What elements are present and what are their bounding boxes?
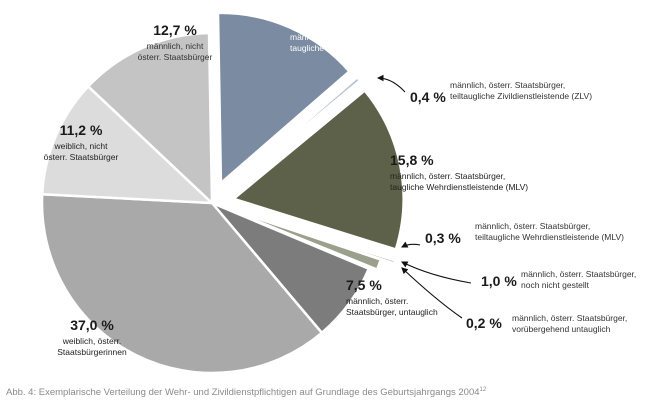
slice-2-desc-line-1: männlich, österr. Staatsbürger,: [450, 80, 565, 90]
slice-9-percent: 11,2 %: [60, 122, 103, 138]
slice-7-percent: 7,5 %: [346, 277, 382, 293]
pie-slice-10: [86, 31, 214, 205]
slice-4-desc-line-2: teiltaugliche Wehrdienstleistende (MLV): [475, 232, 624, 242]
slice-1-percent: 13,9 %: [290, 13, 334, 29]
slice-6-percent: 0,2 %: [466, 315, 502, 331]
slice-10-percent: 12,7 %: [153, 22, 197, 38]
caption-text: Abb. 4: Exemplarische Verteilung der Weh…: [6, 387, 480, 399]
pie-slice-9: [40, 85, 214, 205]
slice-8-desc-line-2: Staatsbürgerinnen: [57, 347, 127, 357]
slice-7-desc-line-2: Staatsbürger, untauglich: [346, 307, 438, 317]
slice-2-desc-line-2: teiltaugliche Zivildienstleistende (ZLV): [450, 91, 592, 101]
slice-7-desc-line-1: männlich, österr.: [346, 296, 408, 306]
pie-slice-1: [216, 11, 351, 185]
caption-footnote: 12: [479, 387, 487, 393]
slice-9-desc-line-1: weiblich, nicht: [54, 141, 109, 151]
pie-slice-2: [227, 76, 362, 191]
pie-slices: [40, 11, 405, 375]
pie-slice-8: [40, 192, 324, 375]
leader-arrow-1: [376, 74, 406, 93]
slice-3-desc-line-2: taugliche Wehrdienstleistende (MLV): [390, 182, 528, 192]
leader-arrows: [376, 74, 472, 319]
pie-slice-3: [232, 89, 405, 251]
slice-4-desc-line-1: männlich, österr. Staatsbürger,: [475, 221, 590, 231]
slice-10-desc-line-1: männlich, nicht: [147, 41, 204, 51]
slice-8-percent: 37,0 %: [70, 317, 114, 333]
slice-6-desc-line-2: vorübergehend untauglich: [512, 324, 611, 334]
leader-arrow-2: [401, 241, 421, 248]
slice-9-desc-line-2: österr. Staatsbürger: [44, 152, 119, 162]
slice-1-desc-line-2: taugliche Zivildienstleistende (ZLV): [290, 43, 421, 53]
figure-caption: Abb. 4: Exemplarische Verteilung der Weh…: [6, 387, 486, 398]
leader-arrow-3: [401, 261, 472, 284]
slice-3-percent: 15,8 %: [390, 152, 434, 168]
slice-6-desc-line-1: männlich, österr. Staatsbürger,: [512, 313, 627, 323]
slice-labels: 13,9 %männlich, österr. Staatsbürger,tau…: [44, 13, 637, 357]
slice-8-desc-line-1: weiblich, österr.: [62, 336, 122, 346]
slice-2-percent: 0,4 %: [410, 89, 446, 105]
slice-3-desc-line-1: männlich, österr. Staatsbürger,: [390, 171, 505, 181]
slice-5-desc-line-1: männlich, österr. Staatsbürger,: [521, 269, 636, 279]
slice-1-desc-line-1: männlich, österr. Staatsbürger,: [290, 32, 405, 42]
leader-arrow-4: [401, 267, 463, 319]
slice-10-desc-line-2: österr. Staatsbürger: [138, 52, 213, 62]
slice-5-desc-line-2: noch nicht gestellt: [521, 280, 590, 290]
slice-4-percent: 0,3 %: [425, 230, 461, 246]
slice-5-percent: 1,0 %: [481, 273, 517, 289]
